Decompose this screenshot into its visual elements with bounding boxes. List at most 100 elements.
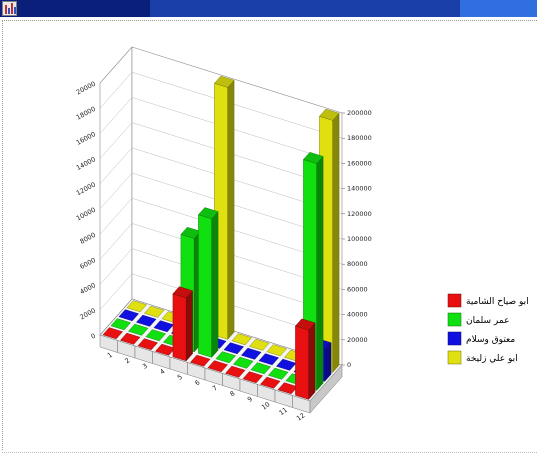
bar-2-7 [215, 351, 236, 364]
right-axis-tick-label: 180000 [347, 134, 372, 142]
bar-1-12-top [295, 318, 316, 331]
left-axis-tick-label: 4000 [79, 281, 97, 296]
right-axis-tick-label: 200000 [347, 109, 372, 117]
bar-1-7 [207, 360, 228, 373]
right-axis-tick-label: 40000 [347, 311, 368, 319]
bar-3-7 [223, 342, 244, 355]
gridline [99, 197, 343, 265]
gridline [99, 147, 343, 215]
chart-frame-bottom [2, 452, 537, 453]
chart-app-icon [2, 1, 17, 16]
bar-4-6-top [214, 75, 235, 88]
bar-2-9 [250, 362, 271, 375]
bar-4-9 [266, 344, 287, 357]
bar-3-1 [118, 309, 139, 322]
bar-4-2 [144, 305, 165, 318]
bar-1-3 [137, 338, 158, 351]
category-tick-label: 10 [260, 400, 271, 411]
gridline [99, 172, 343, 240]
right-axis-tick-label: 80000 [347, 260, 368, 268]
bar-2-6-side [211, 211, 219, 358]
bar-1-2 [120, 332, 141, 345]
window-title-bar [0, 0, 537, 17]
legend-swatch-3 [447, 331, 462, 346]
bar-1-12-side [308, 322, 316, 400]
base-slab [99, 334, 343, 414]
right-axis-ticks: 0 20000 40000 60000 80000 100000 120000 140000 1… [342, 109, 372, 369]
right-axis-tick-label: 20000 [347, 336, 368, 344]
legend: ابو صياح الشامية عمر سلمان معتوق وسلام ابو … [447, 293, 529, 365]
left-axis-ticks: 0 2000 4000 6000 8000 10000 12000 14000 16000 180… [75, 80, 97, 341]
legend-label-3: معتوق وسلام [466, 335, 515, 345]
base-side [309, 364, 343, 414]
legend-swatch-2 [447, 312, 462, 327]
category-tick-label: 12 [295, 411, 306, 422]
category-tick-label: 2 [123, 356, 131, 365]
bar-2-10 [268, 367, 289, 380]
legend-label-4: ابو علي زليخة [466, 354, 518, 364]
category-tick-label: 6 [193, 378, 201, 387]
left-axis-tick-label: 12000 [75, 181, 97, 198]
bar-3-2 [136, 314, 157, 327]
bar-4-1 [126, 300, 147, 313]
bars-group [102, 75, 340, 400]
right-axis-tick-label: 100000 [347, 235, 372, 243]
category-tick-label: 5 [176, 373, 184, 382]
left-axis-tick-label: 2000 [79, 307, 97, 322]
bar-1-8 [225, 365, 246, 378]
bar-1-5-side [185, 290, 193, 362]
bar-4-8 [249, 338, 270, 351]
category-tick-label: 1 [106, 351, 114, 360]
left-axis-tick-label: 0 [90, 332, 97, 341]
bar-1-10 [260, 376, 281, 389]
chart-frame-top [2, 20, 537, 21]
left-axis-tick-label: 6000 [79, 256, 97, 271]
gridline [99, 122, 343, 189]
bar-1-6 [190, 354, 211, 367]
bar-2-2 [128, 323, 149, 336]
legend-swatch-1 [447, 293, 462, 308]
left-axis-tick-label: 10000 [75, 206, 97, 223]
category-tick-label: 3 [141, 362, 149, 371]
bar-2-3 [145, 329, 166, 342]
bar-2-12-side [316, 155, 324, 391]
chart-frame-left [2, 20, 3, 450]
bar-2-6 [198, 207, 219, 358]
right-axis-tick-label: 140000 [347, 185, 372, 193]
bar-4-7 [231, 333, 252, 346]
left-axis-tick-label: 16000 [75, 130, 97, 147]
bar-2-12-top [303, 152, 324, 164]
bar-4-6-side [227, 79, 235, 340]
bar-3-8 [241, 347, 262, 360]
right-axis-tick-label: 120000 [347, 210, 372, 218]
gridline [99, 273, 343, 341]
right-axis-tick-label: 160000 [347, 159, 372, 167]
left-axis-tick-label: 20000 [75, 80, 97, 97]
legend-label-1: ابو صياح الشامية [466, 297, 529, 307]
left-axis-tick-label: 14000 [75, 155, 97, 172]
gridline [99, 223, 343, 290]
legend-label-2: عمر سلمان [466, 316, 509, 326]
bar-1-5 [172, 286, 193, 362]
category-tick-label: 8 [228, 389, 236, 398]
bar-1-5-front [172, 293, 187, 362]
bar-2-6-top [198, 207, 219, 220]
left-axis-tick-label: 18000 [75, 105, 97, 122]
gridline [99, 97, 343, 164]
gridline [99, 248, 343, 315]
bar-1-1 [102, 327, 123, 340]
gridline [99, 71, 343, 139]
left-axis-tick-label: 8000 [79, 231, 97, 246]
category-tick-label: 7 [211, 384, 219, 393]
right-axis-tick-label: 0 [347, 361, 351, 369]
bar-1-12 [295, 318, 316, 400]
bar-1-9 [242, 371, 263, 384]
bar-1-12-front [295, 325, 309, 400]
bar-4-12-top [319, 108, 340, 121]
right-axis-tick-label: 60000 [347, 285, 368, 293]
bar-2-1 [110, 318, 131, 331]
category-tick-label: 4 [158, 367, 166, 376]
legend-swatch-4 [447, 350, 462, 365]
